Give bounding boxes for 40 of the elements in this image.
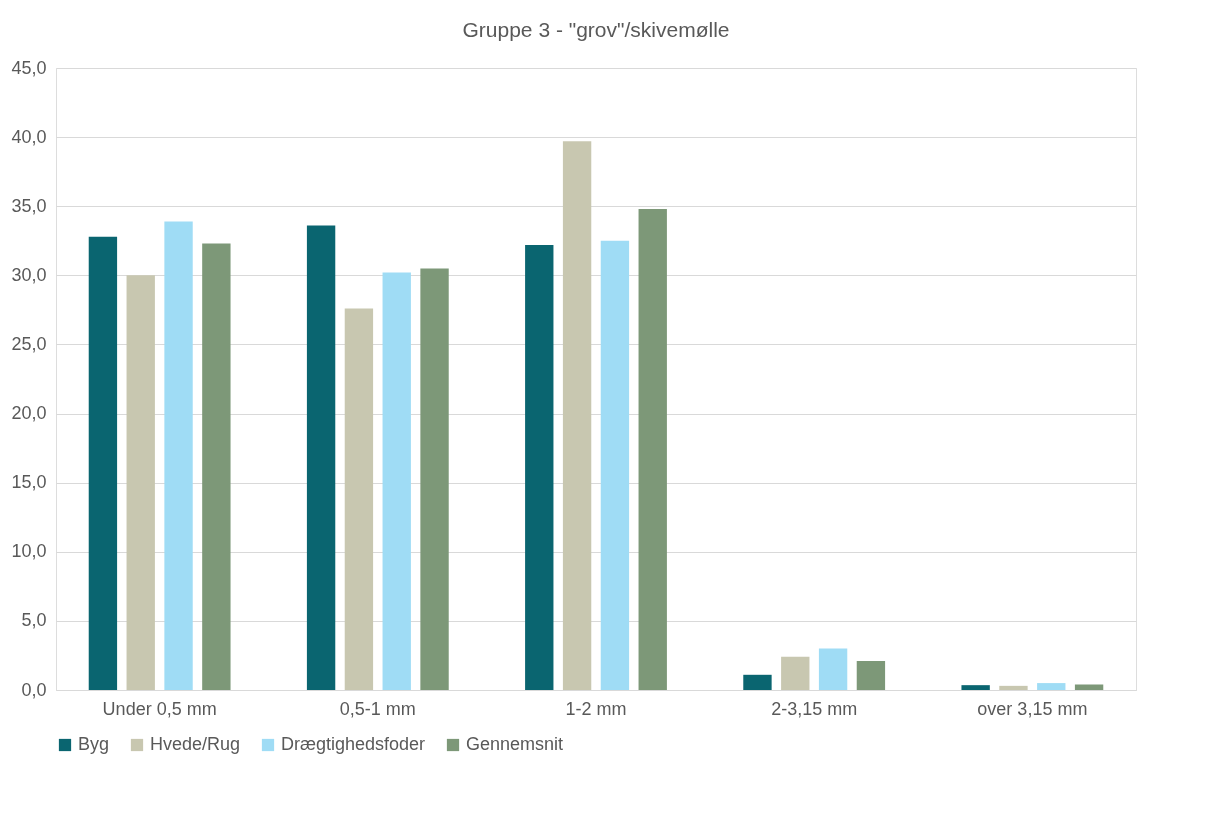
bar	[781, 656, 810, 690]
bar	[743, 674, 772, 690]
legend-label: Drægtighedsfoder	[281, 734, 426, 754]
bar	[382, 272, 411, 690]
bar	[638, 208, 667, 690]
bar	[818, 648, 848, 690]
legend-label: Gennemsnit	[466, 734, 564, 754]
y-tick-label: 30,0	[11, 264, 47, 285]
bar	[88, 236, 118, 690]
y-tick-label: 20,0	[11, 403, 47, 424]
legend-label: Byg	[78, 734, 110, 754]
bar	[164, 221, 193, 690]
y-tick-label: 45,0	[11, 57, 47, 78]
x-tick-label: over 3,15 mm	[977, 698, 1088, 719]
legend-label: Hvede/Rug	[150, 734, 241, 754]
bar	[344, 308, 374, 690]
bar	[525, 244, 554, 690]
bar	[600, 240, 630, 690]
y-tick-label: 25,0	[11, 333, 47, 354]
y-tick-label: 40,0	[11, 126, 47, 147]
bar	[1037, 683, 1066, 690]
bar	[999, 685, 1028, 690]
bar	[562, 141, 592, 690]
x-tick-label: Under 0,5 mm	[102, 698, 217, 719]
bar	[306, 225, 336, 690]
y-tick-label: 5,0	[21, 610, 47, 631]
bar	[1074, 684, 1104, 690]
x-tick-label: 1-2 mm	[565, 698, 627, 719]
y-tick-label: 0,0	[21, 679, 47, 700]
x-tick-label: 0,5-1 mm	[339, 698, 416, 719]
bar	[126, 275, 155, 690]
bar	[202, 243, 231, 690]
x-tick-label: 2-3,15 mm	[771, 698, 858, 719]
y-tick-label: 10,0	[11, 541, 47, 562]
bar	[856, 660, 886, 690]
y-tick-label: 15,0	[11, 472, 47, 493]
y-tick-label: 35,0	[11, 195, 47, 216]
bar	[961, 685, 990, 690]
chart-title: Gruppe 3 - "grov"/skivemølle	[462, 18, 730, 41]
bar	[420, 268, 449, 690]
